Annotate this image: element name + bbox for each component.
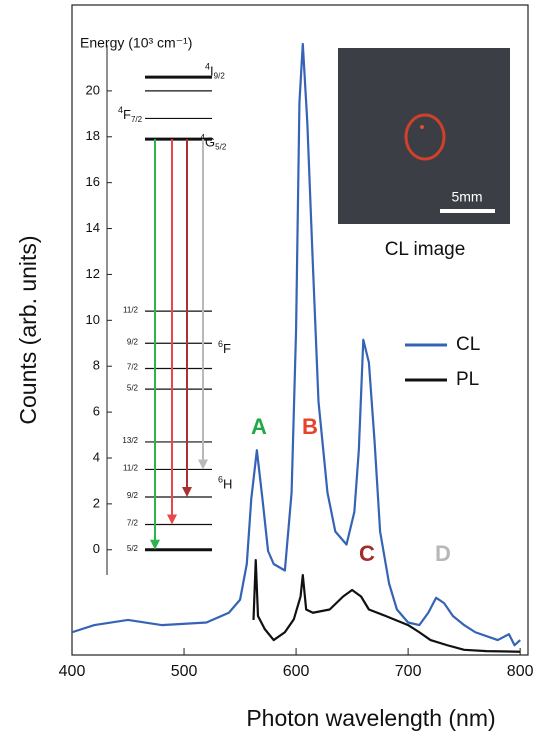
arrow-head xyxy=(167,514,177,525)
arrow-head xyxy=(182,486,192,497)
cl-image xyxy=(338,48,510,224)
y-tick-label: 0 xyxy=(93,541,100,556)
x-tick-label: 500 xyxy=(171,663,198,680)
term-name: I xyxy=(210,64,214,79)
arrow-head xyxy=(150,539,160,550)
arrow-head xyxy=(198,459,208,470)
y-tick-label: 18 xyxy=(86,128,100,143)
term-name: F xyxy=(223,342,231,357)
term-label: 4G5/2 xyxy=(200,133,227,152)
y-tick-label: 16 xyxy=(86,174,100,189)
x-tick-label: 700 xyxy=(395,663,422,680)
y-axis-label: Counts (arb. units) xyxy=(15,235,41,424)
cl-ring xyxy=(404,113,446,161)
y-tick-label: 2 xyxy=(93,495,100,510)
level-label: 5/2 xyxy=(127,544,139,553)
series-line xyxy=(252,559,521,653)
term-label: 4F7/2 xyxy=(118,106,143,125)
term-label: 6H xyxy=(218,475,232,492)
peak-label: A xyxy=(251,414,267,439)
inset-title: Energy (10³ cm⁻¹) xyxy=(80,35,192,51)
level-label: 11/2 xyxy=(123,305,139,314)
term-sup: 4 xyxy=(205,62,210,72)
level-label: 9/2 xyxy=(127,491,139,500)
y-tick-label: 12 xyxy=(86,266,100,281)
plot-frame xyxy=(71,4,529,656)
term-sup: 6 xyxy=(218,475,223,485)
y-tick-label: 6 xyxy=(93,404,100,419)
y-tick-label: 4 xyxy=(93,449,100,464)
level-label: 9/2 xyxy=(127,337,139,346)
term-sub: 9/2 xyxy=(214,72,226,81)
legend-label: CL xyxy=(456,334,480,355)
peak-label: D xyxy=(435,541,451,566)
level-label: 7/2 xyxy=(127,519,139,528)
term-sup: 6 xyxy=(218,340,223,350)
term-name: F xyxy=(123,108,131,123)
cl-spot xyxy=(420,125,424,129)
term-sub: 5/2 xyxy=(215,143,227,152)
peak-label: B xyxy=(302,414,318,439)
y-tick-label: 14 xyxy=(86,220,100,235)
term-label: 6F xyxy=(218,340,231,357)
series-line xyxy=(71,42,521,647)
level-label: 5/2 xyxy=(127,383,139,392)
level-label: 7/2 xyxy=(127,363,139,372)
level-label: 11/2 xyxy=(123,464,139,473)
term-sub: 7/2 xyxy=(131,115,143,124)
x-tick-label: 800 xyxy=(507,663,534,680)
x-tick-label: 400 xyxy=(59,663,86,680)
peak-label: C xyxy=(359,541,375,566)
y-tick-label: 8 xyxy=(93,358,100,373)
term-label: 4I9/2 xyxy=(205,62,225,81)
inset-caption: CL image xyxy=(385,239,466,260)
term-name: G xyxy=(205,135,215,150)
y-tick-label: 20 xyxy=(86,82,100,97)
legend-label: PL xyxy=(456,369,479,390)
term-sup: 4 xyxy=(200,133,205,143)
term-name: H xyxy=(223,477,232,492)
term-sup: 4 xyxy=(118,106,123,116)
x-tick-label: 600 xyxy=(283,663,310,680)
level-label: 13/2 xyxy=(122,436,138,445)
x-axis-label: Photon wavelength (nm) xyxy=(246,705,495,731)
y-tick-label: 10 xyxy=(86,312,100,327)
scale-label: 5mm xyxy=(451,189,482,205)
